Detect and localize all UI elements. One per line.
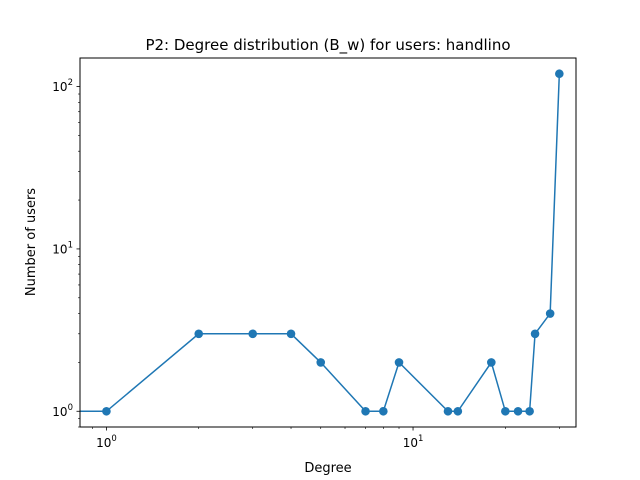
data-point [316,358,326,367]
data-point [501,406,510,416]
data-point [102,406,111,416]
data-point [513,406,523,416]
y-tick-label: 100 [52,403,73,419]
x-tick-label: 100 [96,434,117,450]
chart-title: P2: Degree distribution (B_w) for users:… [145,36,510,55]
data-point [545,309,555,318]
data-point [555,69,564,79]
data-point [530,329,540,339]
data-point [248,329,258,339]
data-point [361,406,370,416]
data-point [286,329,296,339]
plot-frame [79,57,577,428]
x-axis-label: Degree [304,461,351,476]
series-line [80,73,561,413]
y-axis-label: Number of users [24,188,39,296]
y-tick-label: 102 [52,78,73,94]
data-point [453,406,463,416]
y-tick-label: 101 [52,240,73,256]
data-point [525,406,534,416]
data-point [394,358,404,367]
x-tick-label: 101 [403,434,424,450]
series-group [80,73,561,413]
data-point [379,406,388,416]
ticks-layer: 100 101 102 100 101 [52,78,560,450]
data-point [443,406,453,416]
plot-layer [80,69,564,416]
data-point [194,329,204,339]
data-point [487,358,496,367]
